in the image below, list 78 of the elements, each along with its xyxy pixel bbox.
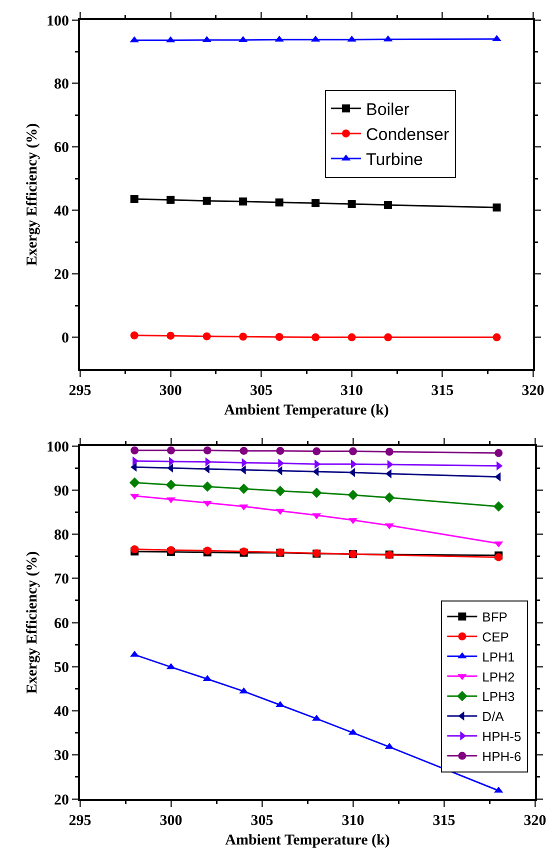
legend-label: D/A bbox=[482, 709, 504, 724]
point bbox=[492, 204, 501, 212]
y-tick-label: 80 bbox=[54, 76, 69, 93]
y-axis-title: Exergy Efficiency (%) bbox=[24, 123, 40, 266]
point bbox=[494, 449, 503, 458]
y-tick-label: 60 bbox=[54, 616, 69, 632]
y-tick-label: 80 bbox=[54, 528, 69, 544]
y-tick-label: 100 bbox=[46, 13, 69, 30]
y-tick-label: 90 bbox=[54, 483, 69, 500]
y-axis-title: Exergy Efficiency (%) bbox=[24, 551, 40, 694]
x-tick-label: 295 bbox=[68, 813, 92, 829]
point bbox=[349, 447, 357, 456]
y-tick-label: 40 bbox=[54, 704, 69, 720]
point bbox=[275, 486, 286, 496]
x-tick-label: 300 bbox=[159, 383, 182, 399]
x-tick-label: 315 bbox=[431, 383, 454, 399]
y-tick-label: 30 bbox=[54, 748, 69, 764]
point bbox=[130, 331, 138, 340]
legend-label: CEP bbox=[482, 629, 509, 644]
y-tick-label: 40 bbox=[54, 204, 69, 220]
legend-label: Boiler bbox=[366, 100, 410, 119]
point bbox=[384, 492, 395, 503]
point bbox=[385, 448, 394, 456]
point bbox=[312, 447, 321, 456]
point bbox=[167, 446, 175, 454]
point bbox=[130, 446, 139, 454]
point bbox=[348, 490, 358, 500]
x-tick-label: 320 bbox=[522, 383, 544, 399]
y-tick-label: 100 bbox=[46, 439, 69, 456]
point bbox=[384, 333, 392, 342]
x-tick-label: 295 bbox=[68, 383, 92, 399]
y-tick-label: 0 bbox=[62, 330, 69, 347]
point bbox=[275, 198, 284, 206]
legend-label: LPH3 bbox=[482, 689, 515, 704]
point bbox=[238, 484, 249, 494]
legend-label: Turbine bbox=[366, 150, 424, 170]
point bbox=[276, 446, 284, 455]
point bbox=[348, 333, 356, 342]
y-tick-label: 20 bbox=[54, 792, 69, 808]
point bbox=[202, 332, 211, 340]
point bbox=[492, 333, 501, 342]
point bbox=[240, 446, 248, 455]
x-tick-label: 310 bbox=[340, 383, 364, 399]
legend-label: HPH-5 bbox=[482, 728, 522, 744]
point bbox=[239, 197, 248, 206]
x-axis-title: Ambient Temperature (k) bbox=[225, 832, 390, 848]
legend-label: HPH-6 bbox=[482, 748, 522, 764]
x-tick-label: 320 bbox=[524, 813, 546, 829]
legend-label: BFP bbox=[482, 610, 508, 625]
x-tick-label: 310 bbox=[342, 813, 364, 829]
point bbox=[166, 332, 175, 340]
point bbox=[130, 194, 138, 203]
x-tick-label: 305 bbox=[250, 813, 274, 829]
x-tick-label: 315 bbox=[432, 813, 456, 829]
y-tick-label: 50 bbox=[54, 660, 69, 676]
x-tick-label: 300 bbox=[160, 813, 182, 829]
legend-label: LPH1 bbox=[482, 649, 515, 664]
point bbox=[239, 332, 248, 341]
point bbox=[384, 200, 392, 209]
y-tick-label: 70 bbox=[54, 572, 69, 588]
point bbox=[311, 488, 322, 498]
y-tick-label: 60 bbox=[54, 140, 69, 156]
x-tick-label: 305 bbox=[250, 383, 272, 399]
point bbox=[166, 196, 175, 204]
point bbox=[203, 446, 212, 454]
point bbox=[166, 480, 176, 490]
y-tick-label: 20 bbox=[54, 267, 69, 284]
point bbox=[493, 501, 504, 512]
legend-label: LPH2 bbox=[482, 669, 515, 684]
x-axis-title: Ambient Temperature (k) bbox=[224, 402, 389, 418]
point bbox=[312, 333, 320, 342]
point bbox=[202, 196, 211, 205]
point bbox=[348, 200, 356, 208]
legend-label: Condenser bbox=[366, 125, 450, 144]
point bbox=[275, 332, 284, 341]
point bbox=[312, 199, 320, 208]
point bbox=[129, 477, 140, 488]
point bbox=[202, 481, 213, 492]
